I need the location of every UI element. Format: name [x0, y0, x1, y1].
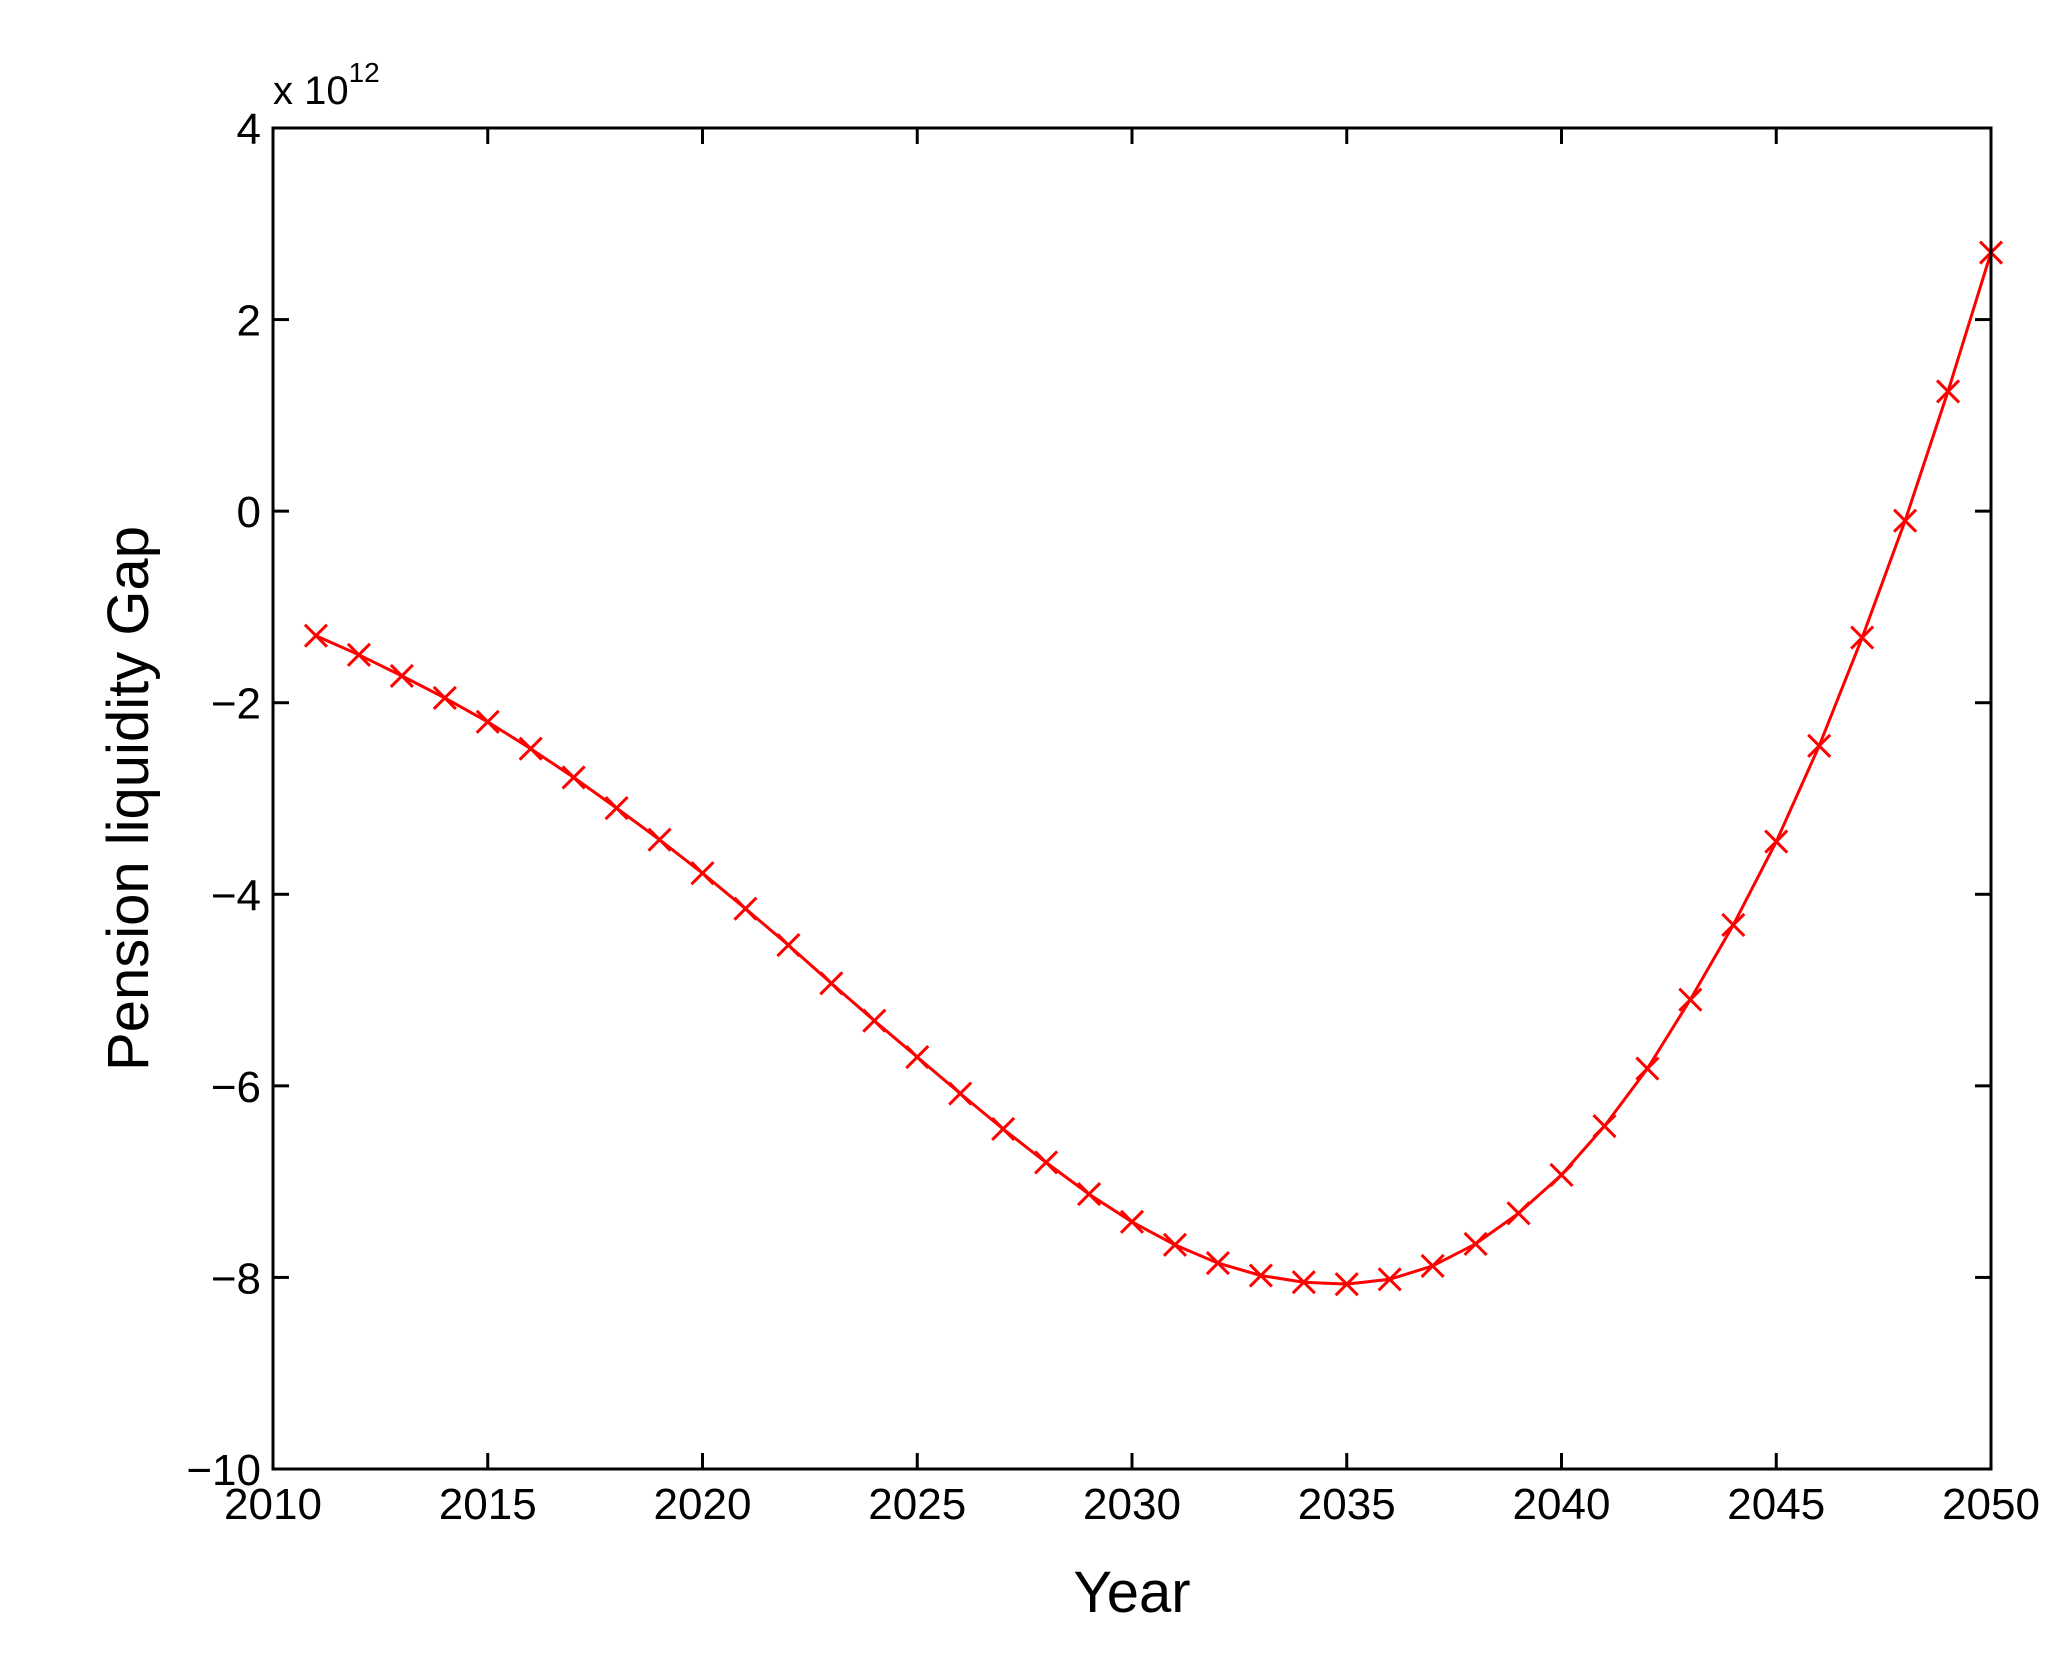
data-point-marker	[733, 896, 758, 921]
data-point-marker	[1893, 508, 1918, 533]
data-point-marker	[905, 1045, 930, 1070]
data-point-marker	[1850, 625, 1875, 650]
data-point-marker	[475, 709, 500, 734]
y-scale-exponent: 12	[349, 57, 380, 88]
series-line	[315, 252, 1993, 1286]
data-point-marker	[1162, 1232, 1188, 1257]
data-point-marker	[1291, 1270, 1316, 1295]
y-scale-prefix: x 10	[273, 69, 349, 113]
data-point-marker	[1076, 1182, 1102, 1207]
data-point-marker	[1034, 1150, 1059, 1175]
x-axis-label: Year	[1073, 1560, 1190, 1625]
x-tick-label: 2020	[654, 1480, 752, 1529]
data-point-marker	[948, 1081, 973, 1106]
data-point-marker	[1549, 1162, 1574, 1188]
y-tick-label: 0	[237, 488, 261, 537]
data-point-marker	[862, 1008, 887, 1033]
y-axis-label: Pension liquidity Gap	[96, 526, 161, 1071]
x-tick-label: 2010	[224, 1480, 322, 1529]
data-point-marker	[1807, 733, 1832, 758]
data-point-marker	[518, 736, 543, 761]
data-point-marker	[1592, 1114, 1617, 1139]
data-point-marker	[819, 971, 844, 996]
data-point-marker	[1205, 1250, 1230, 1276]
data-point-marker	[1248, 1263, 1273, 1288]
data-point-marker	[389, 663, 414, 688]
data-point-marker	[1764, 829, 1789, 854]
data-point-marker	[776, 932, 801, 958]
y-tick-label: 4	[237, 105, 261, 154]
data-point-marker	[1334, 1272, 1359, 1297]
data-point-marker	[561, 765, 586, 790]
data-point-marker	[303, 623, 329, 648]
data-point-marker	[1463, 1231, 1488, 1256]
y-tick-label: 2	[237, 297, 261, 346]
data-point-marker	[432, 685, 457, 710]
y-tick-label: −8	[211, 1254, 261, 1303]
y-tick-label: −6	[211, 1063, 261, 1112]
data-point-marker	[1678, 987, 1703, 1012]
x-tick-label: 2050	[1942, 1480, 2040, 1529]
data-point-marker	[1377, 1267, 1402, 1292]
data-point-marker	[1935, 379, 1961, 404]
x-tick-label: 2040	[1513, 1480, 1611, 1529]
data-point-marker	[690, 861, 715, 886]
y-scale-factor: x 1012	[273, 57, 380, 113]
data-point-marker	[1420, 1253, 1445, 1278]
y-tick-label: −4	[211, 871, 261, 920]
axis-tick-labels: 2010 2015 2020 2025 2030 2035 2040 2045 2050 4 2 0 −…	[186, 105, 2040, 1529]
data-point-marker	[1119, 1209, 1145, 1234]
series-layer	[303, 240, 2004, 1297]
x-tick-label: 2030	[1083, 1480, 1181, 1529]
data-point-marker	[1506, 1201, 1531, 1226]
data-point-marker	[604, 796, 629, 821]
x-tick-label: 2015	[439, 1480, 537, 1529]
y-tick-label: −10	[186, 1446, 261, 1495]
data-point-marker	[1635, 1056, 1660, 1081]
y-tick-label: −2	[211, 680, 261, 729]
data-point-marker	[647, 827, 672, 852]
x-tick-label: 2045	[1727, 1480, 1825, 1529]
data-point-marker	[346, 642, 371, 667]
plot-area-frame	[271, 126, 1993, 1471]
data-point-marker	[991, 1116, 1016, 1142]
data-point-marker	[1721, 912, 1746, 937]
x-tick-label: 2035	[1298, 1480, 1396, 1529]
x-tick-label: 2025	[868, 1480, 966, 1529]
